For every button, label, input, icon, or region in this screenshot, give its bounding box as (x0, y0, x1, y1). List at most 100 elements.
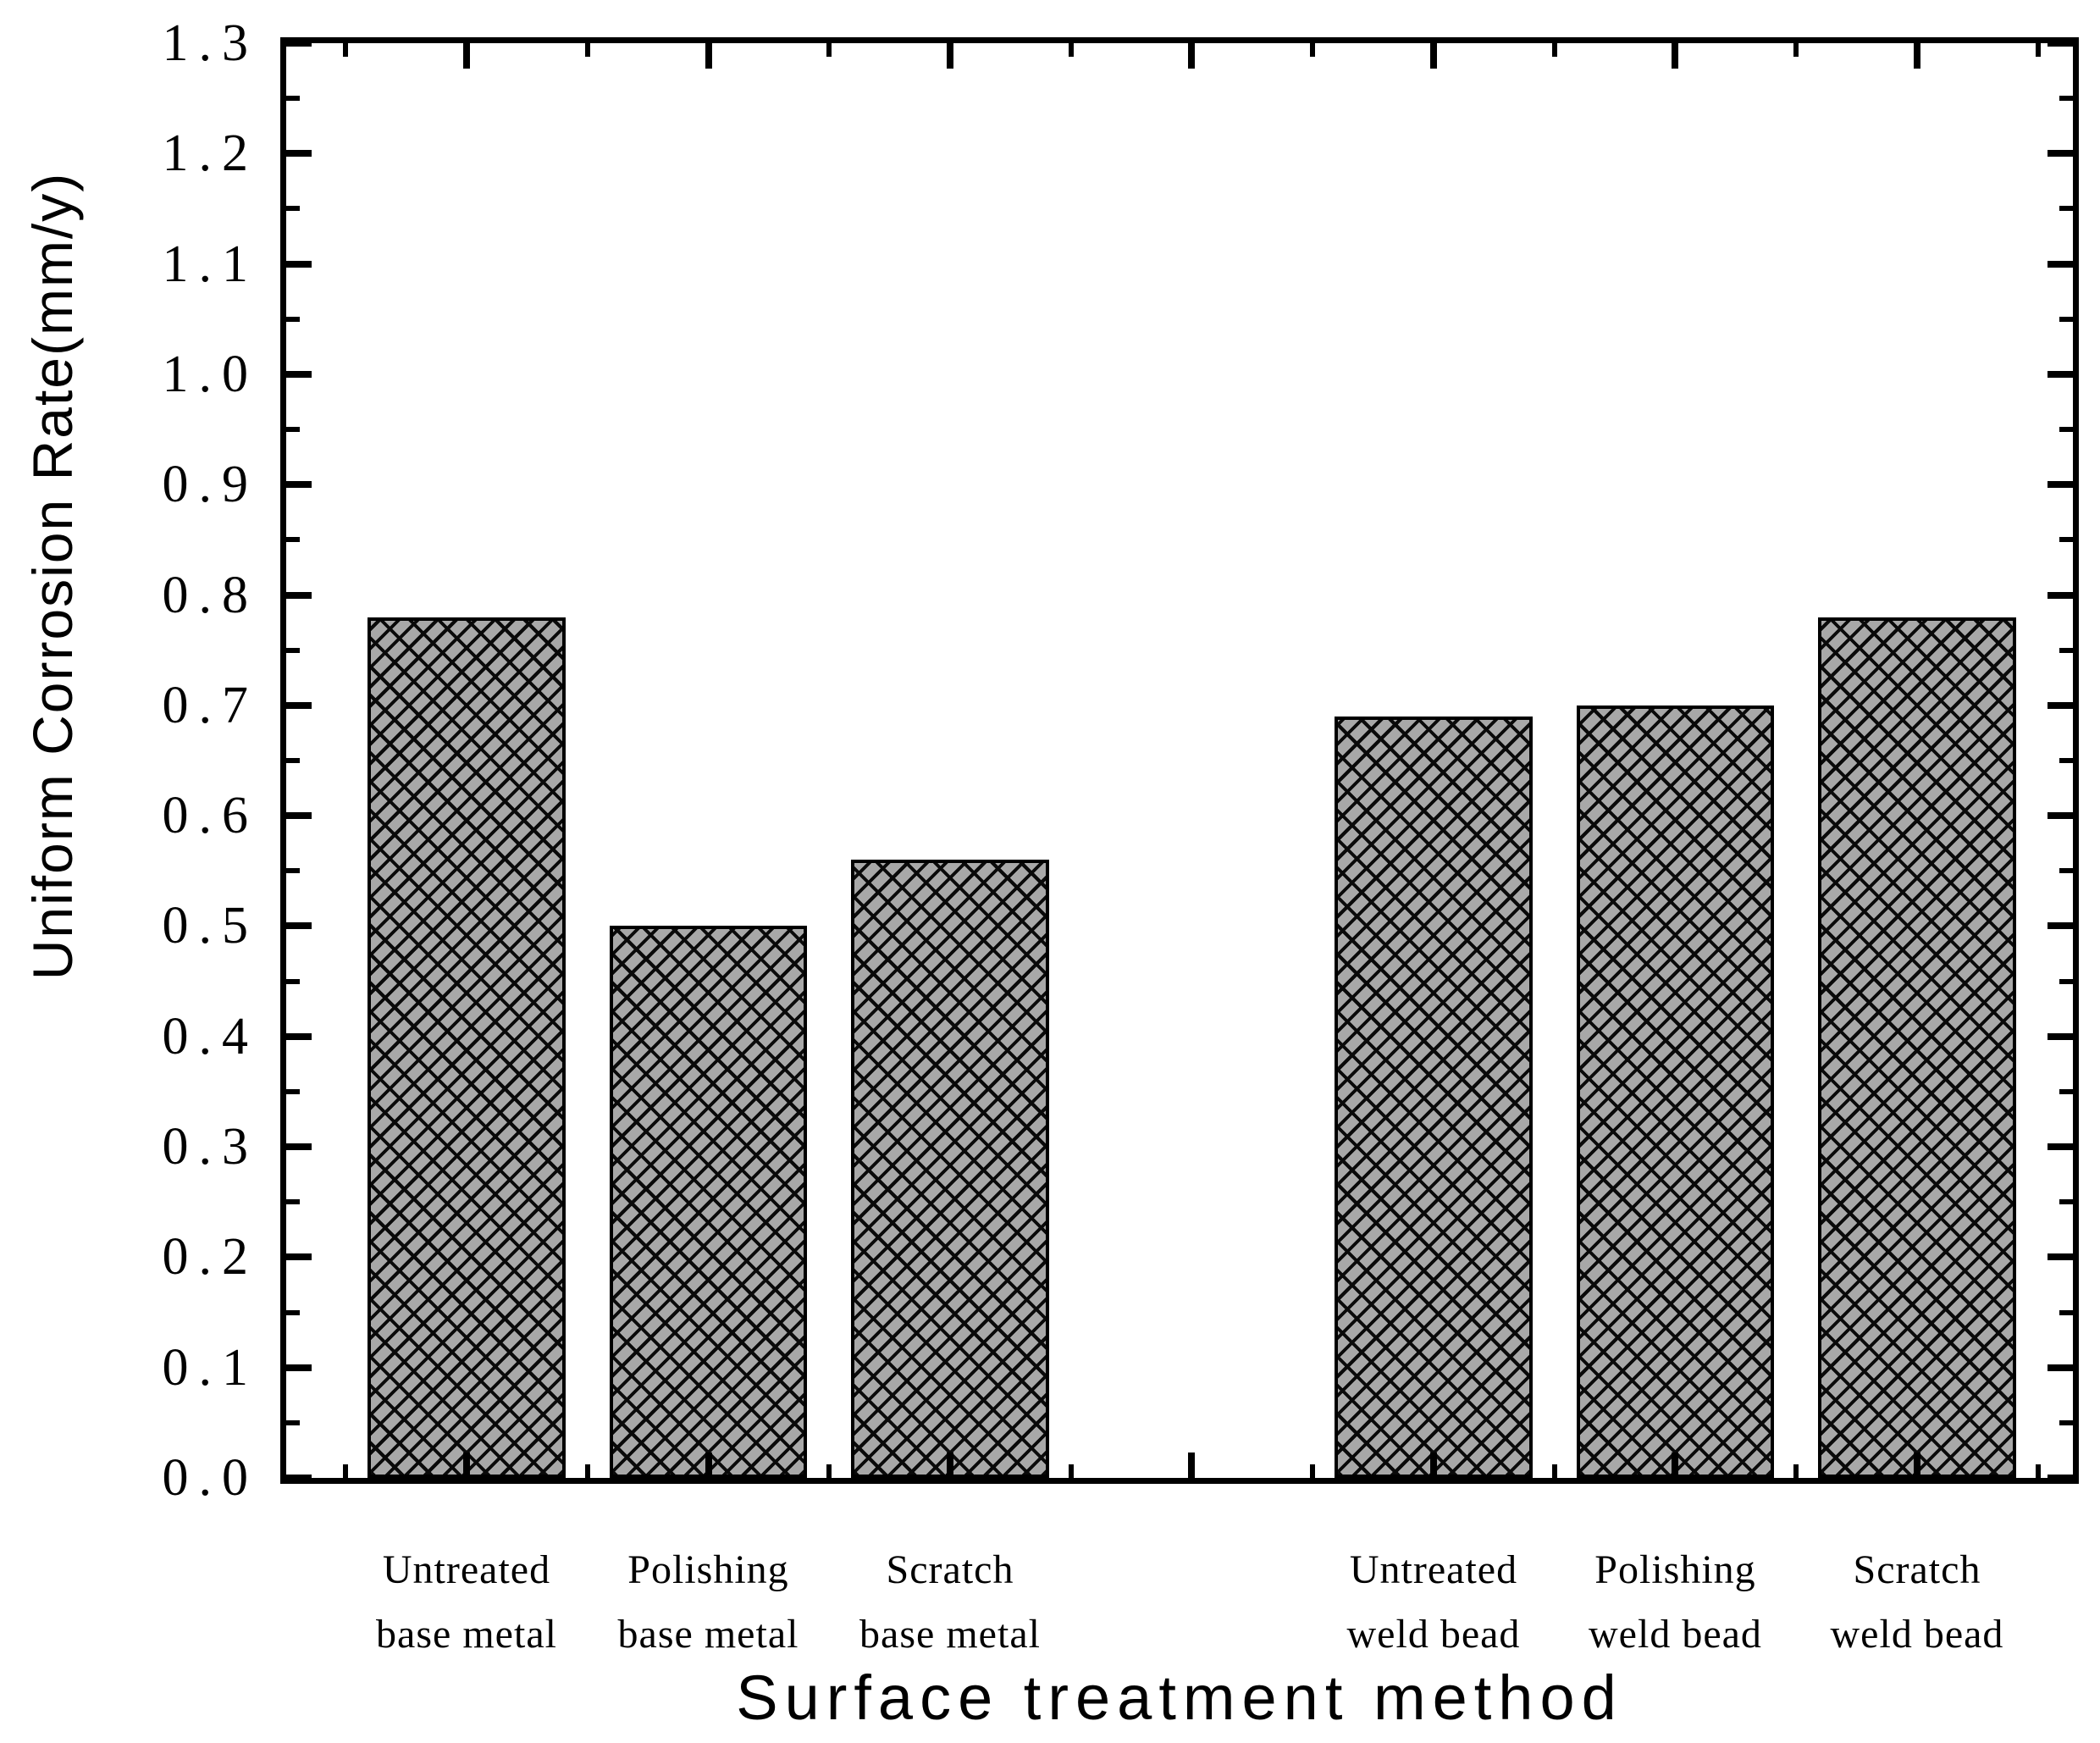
x-axis-major-tick-top (947, 43, 953, 69)
category-label-untreated-weld-bead: Untreated weld bead (1290, 1538, 1578, 1667)
x-axis-major-tick-bottom (947, 1452, 953, 1478)
y-axis-major-tick-right (2048, 591, 2073, 599)
y-axis-major-tick-left (286, 1253, 312, 1261)
y-axis-major-tick-right (2048, 922, 2073, 930)
y-axis-major-tick-left (286, 1475, 312, 1481)
y-axis-major-tick-left (286, 1364, 312, 1371)
x-axis-minor-tick-top (1310, 43, 1316, 57)
y-axis-major-tick-right (2048, 40, 2073, 47)
x-axis-minor-tick-top (1551, 43, 1557, 57)
y-tick-label: 1.3 (162, 14, 258, 72)
y-axis-major-tick-right (2048, 701, 2073, 709)
y-tick-label: 0.0 (162, 1449, 258, 1507)
y-axis-major-tick-left (286, 1032, 312, 1040)
y-tick-label: 0.5 (162, 897, 258, 955)
y-tick-label: 0.6 (162, 787, 258, 845)
y-axis-major-tick-left (286, 370, 312, 378)
y-tick-label: 1.1 (162, 235, 258, 293)
y-axis-minor-tick-right (2059, 1088, 2073, 1094)
x-axis-minor-tick-bottom (1551, 1464, 1557, 1478)
y-axis-major-tick-right (2048, 481, 2073, 489)
bar-scratch-weld-bead (1818, 617, 2016, 1478)
y-axis-minor-tick-right (2059, 206, 2073, 212)
y-tick-label: 0.4 (162, 1007, 258, 1065)
y-tick-label: 0.7 (162, 676, 258, 734)
x-axis-minor-tick-bottom (826, 1464, 832, 1478)
y-axis-major-tick-right (2048, 370, 2073, 378)
y-axis-minor-tick-right (2059, 978, 2073, 984)
y-axis-major-tick-left (286, 591, 312, 599)
x-axis-minor-tick-top (826, 43, 832, 57)
y-axis-major-tick-right (2048, 1143, 2073, 1151)
x-axis-minor-tick-bottom (1793, 1464, 1799, 1478)
x-axis-minor-tick-top (1068, 43, 1074, 57)
x-axis-minor-tick-bottom (1310, 1464, 1316, 1478)
y-axis-minor-tick-left (286, 316, 300, 322)
y-axis-minor-tick-left (286, 758, 300, 763)
x-axis-major-tick-top (1913, 43, 1920, 69)
y-axis-minor-tick-right (2059, 1199, 2073, 1205)
bar-scratch-base-metal (851, 860, 1049, 1478)
y-tick-label: 0.1 (162, 1338, 258, 1397)
x-axis-major-tick-bottom (1672, 1452, 1679, 1478)
y-axis-minor-tick-left (286, 1309, 300, 1315)
category-label-line: Scratch (1853, 1547, 1981, 1592)
bar-polishing-base-metal (609, 926, 808, 1478)
x-axis-title: Surface treatment method (736, 1663, 1623, 1733)
category-label-polishing-weld-bead: Polishing weld bead (1531, 1538, 1819, 1667)
y-axis-minor-tick-left (286, 96, 300, 102)
y-axis-minor-tick-left (286, 1199, 300, 1205)
y-tick-label: 1.2 (162, 125, 258, 183)
plot-area (280, 37, 2079, 1484)
y-axis-major-tick-right (2048, 150, 2073, 158)
bar-untreated-base-metal (368, 617, 566, 1478)
x-axis-major-tick-bottom (1188, 1452, 1196, 1478)
y-tick-label: 1.0 (162, 345, 258, 403)
y-axis-minor-tick-left (286, 427, 300, 433)
category-label-line: Scratch (886, 1547, 1014, 1592)
x-axis-major-tick-top (1429, 43, 1437, 69)
category-label-line: Polishing (627, 1547, 789, 1592)
bar-polishing-weld-bead (1576, 705, 1775, 1478)
x-axis-minor-tick-bottom (584, 1464, 590, 1478)
category-label-line: weld bead (1830, 1612, 2004, 1657)
y-axis-minor-tick-right (2059, 868, 2073, 874)
y-axis-major-tick-right (2048, 260, 2073, 268)
y-axis-major-tick-left (286, 701, 312, 709)
category-label-line: base metal (617, 1612, 799, 1657)
category-label-scratch-weld-bead: Scratch weld bead (1773, 1538, 2061, 1667)
y-axis-major-tick-left (286, 812, 312, 820)
y-axis-minor-tick-left (286, 868, 300, 874)
y-axis-minor-tick-right (2059, 758, 2073, 763)
y-tick-label: 0.3 (162, 1118, 258, 1176)
y-axis-major-tick-left (286, 1143, 312, 1151)
x-axis-major-tick-top (1188, 43, 1196, 69)
x-axis-minor-tick-top (2035, 43, 2041, 57)
y-axis-minor-tick-left (286, 1419, 300, 1425)
x-axis-major-tick-bottom (463, 1452, 470, 1478)
category-label-line: Untreated (382, 1547, 551, 1592)
y-axis-major-tick-left (286, 260, 312, 268)
y-tick-label: 0.9 (162, 456, 258, 514)
y-axis-major-tick-right (2048, 1253, 2073, 1261)
category-label-line: weld bead (1589, 1612, 1762, 1657)
x-axis-major-tick-top (463, 43, 470, 69)
y-axis-minor-tick-right (2059, 1419, 2073, 1425)
x-axis-major-tick-bottom (1913, 1452, 1920, 1478)
y-axis-minor-tick-left (286, 1088, 300, 1094)
y-axis-major-tick-right (2048, 1032, 2073, 1040)
x-axis-major-tick-bottom (1429, 1452, 1437, 1478)
category-label-line: Untreated (1349, 1547, 1518, 1592)
x-axis-minor-tick-top (1793, 43, 1799, 57)
y-axis-minor-tick-right (2059, 647, 2073, 653)
x-axis-minor-tick-bottom (2035, 1464, 2041, 1478)
y-axis-major-tick-left (286, 922, 312, 930)
bar-untreated-weld-bead (1335, 716, 1533, 1478)
x-axis-major-tick-top (705, 43, 712, 69)
y-axis-major-tick-right (2048, 1475, 2073, 1481)
y-axis-minor-tick-right (2059, 316, 2073, 322)
y-axis-minor-tick-right (2059, 96, 2073, 102)
y-axis-minor-tick-right (2059, 537, 2073, 543)
category-label-line: weld bead (1346, 1612, 1521, 1657)
